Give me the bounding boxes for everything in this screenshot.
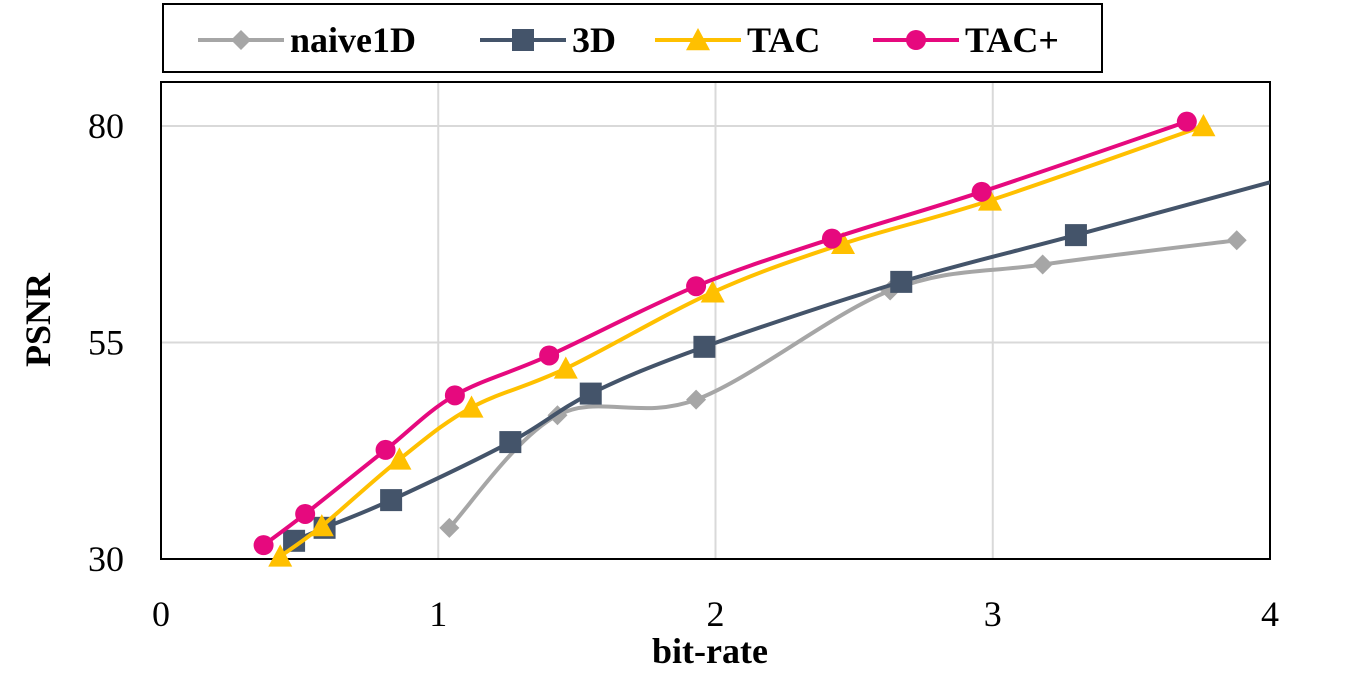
data-point-naive1D (439, 517, 460, 538)
data-point-TAC+ (539, 345, 560, 366)
legend-item-naive1D: naive1D (198, 20, 416, 60)
series-3D (283, 180, 1270, 552)
legend-item-TAC: TAC (655, 20, 820, 60)
data-point-TAC (700, 280, 725, 303)
series-line-naive1D (447, 238, 1237, 530)
data-point-TAC (309, 514, 334, 537)
series-naive1D (439, 230, 1247, 538)
data-point-TAC+ (295, 503, 316, 524)
data-point-TAC (831, 231, 856, 254)
data-point-3D (499, 431, 522, 454)
data-point-TAC (387, 447, 412, 470)
data-point-TAC+ (253, 535, 274, 556)
data-point-naive1D (1032, 254, 1053, 275)
data-point-TAC+ (971, 181, 992, 202)
data-point-TAC+ (686, 276, 707, 297)
gridlines (161, 82, 1270, 559)
data-point-TAC+ (821, 228, 842, 249)
data-point-naive1D (1226, 230, 1247, 251)
legend-label-3D: 3D (572, 20, 616, 60)
legend-marker-TAC+ (906, 30, 926, 50)
data-point-3D (579, 382, 602, 405)
y-tick-label: 55 (88, 323, 124, 363)
plot-area-frame (160, 81, 1271, 560)
series-layer (253, 111, 1270, 567)
data-point-3D (1064, 224, 1087, 247)
series-line-3D (293, 180, 1270, 543)
legend-marker-3D (512, 29, 534, 51)
x-tick-label: 4 (1261, 594, 1279, 634)
series-line-TAC+ (262, 119, 1188, 547)
data-point-TAC (459, 395, 484, 418)
data-point-TAC (1191, 114, 1216, 137)
y-tick-label: 30 (88, 539, 124, 579)
legend-marker-TAC (686, 28, 710, 51)
data-point-3D (380, 489, 403, 512)
data-point-TAC (268, 544, 293, 567)
legend: naive1D 3D TAC TAC+ (162, 3, 1103, 73)
data-point-3D (283, 529, 306, 552)
x-tick-label: 0 (152, 594, 170, 634)
x-tick-label: 3 (984, 594, 1002, 634)
data-point-TAC (553, 356, 578, 379)
data-point-TAC+ (444, 385, 465, 406)
y-axis-title: PSNR (18, 272, 58, 367)
series-TAC (268, 114, 1216, 567)
axis-ticks: 0 1 2 3 4 30 55 80 (88, 106, 1279, 634)
data-point-3D (693, 335, 716, 358)
data-point-3D (890, 270, 913, 293)
legend-item-3D: 3D (480, 20, 616, 60)
x-tick-label: 1 (429, 594, 447, 634)
data-point-naive1D (686, 389, 707, 410)
legend-item-TAC+: TAC+ (873, 20, 1059, 60)
x-axis-title: bit-rate (652, 631, 768, 671)
y-tick-label: 80 (88, 106, 124, 146)
legend-marker-naive1D (231, 30, 251, 50)
data-point-TAC+ (375, 439, 396, 460)
legend-label-TAC+: TAC+ (965, 20, 1059, 60)
data-point-TAC (977, 188, 1002, 211)
legend-label-TAC: TAC (747, 20, 820, 60)
series-line-TAC (279, 124, 1205, 559)
x-tick-label: 2 (707, 594, 725, 634)
series-TAC+ (253, 111, 1197, 556)
data-point-TAC+ (1176, 111, 1197, 132)
legend-label-naive1D: naive1D (290, 20, 416, 60)
